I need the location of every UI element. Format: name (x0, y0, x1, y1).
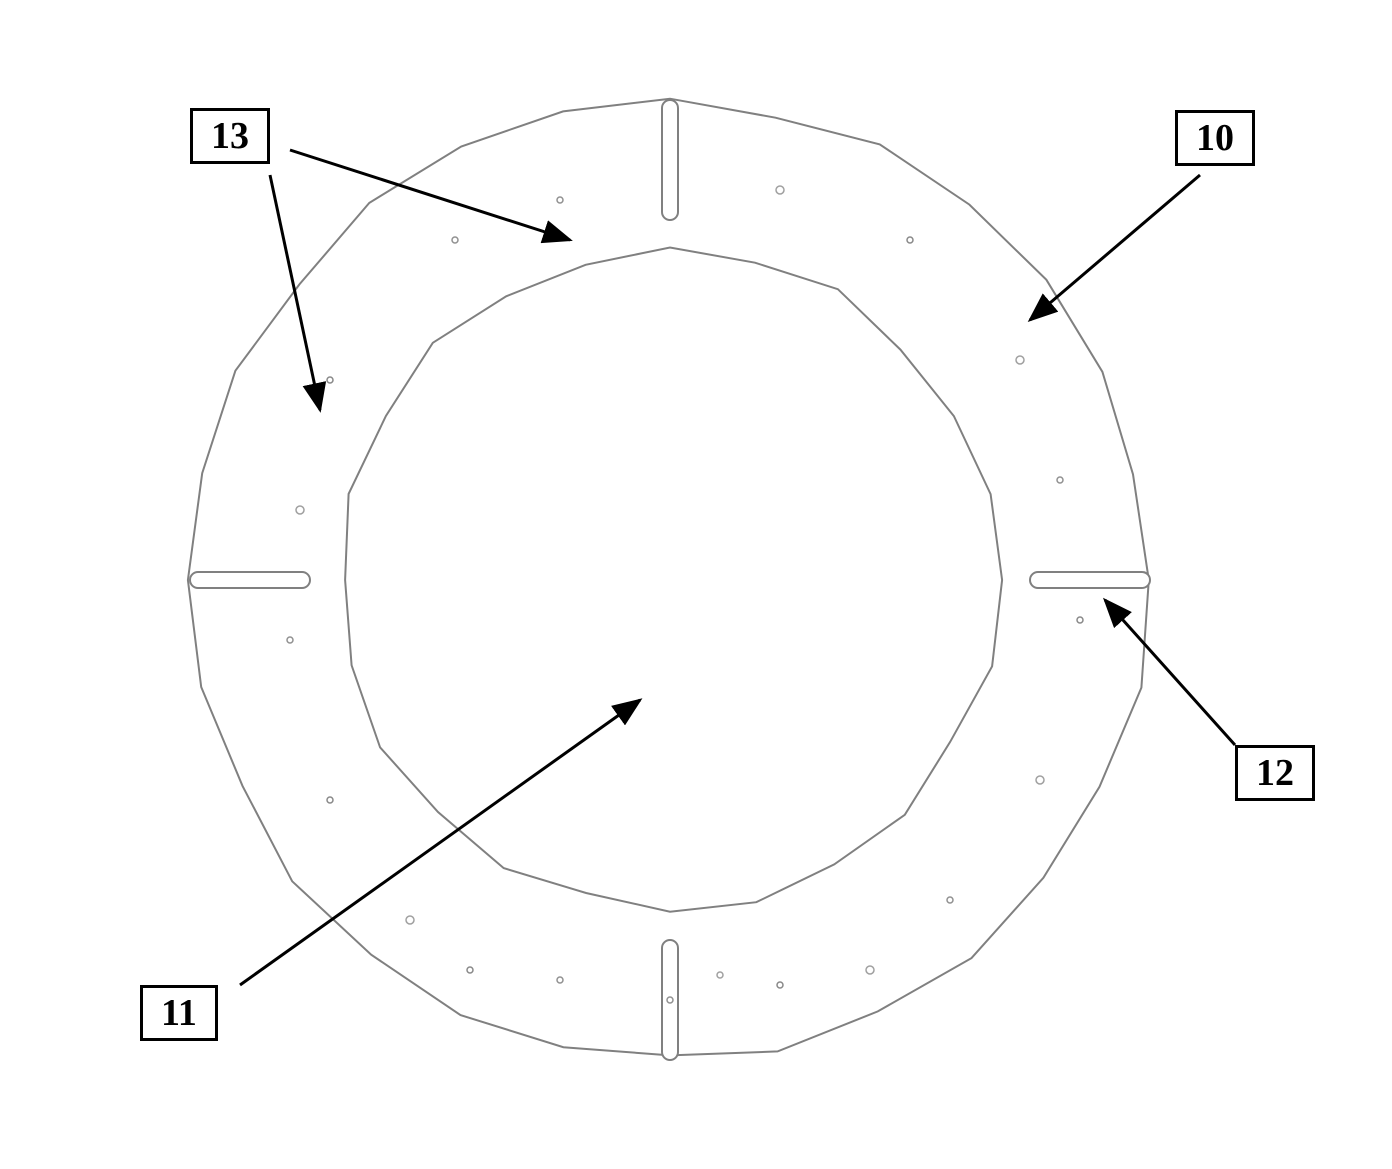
slot-0 (1030, 572, 1150, 588)
label-10-text: 10 (1196, 117, 1234, 159)
slot-2 (190, 572, 310, 588)
label-12: 12 (1235, 745, 1315, 801)
label-11-text: 11 (161, 992, 197, 1034)
label-13: 13 (190, 108, 270, 164)
label-11: 11 (140, 985, 218, 1041)
label-12-text: 12 (1256, 752, 1294, 794)
arrow-10 (1030, 175, 1200, 320)
label-10: 10 (1175, 110, 1255, 166)
slot-3 (662, 100, 678, 220)
label-13-text: 13 (211, 115, 249, 157)
slot-1 (662, 940, 678, 1060)
